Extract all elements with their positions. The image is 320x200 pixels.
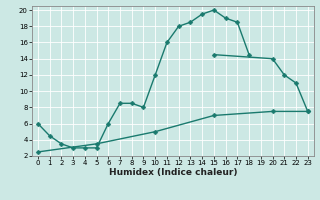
- X-axis label: Humidex (Indice chaleur): Humidex (Indice chaleur): [108, 168, 237, 177]
